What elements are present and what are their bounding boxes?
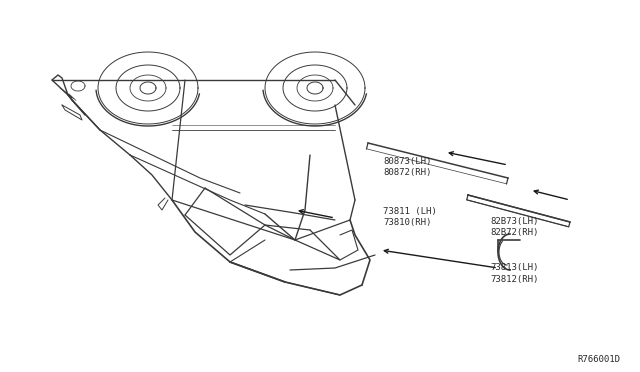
Text: 80873(LH): 80873(LH)	[383, 157, 431, 166]
Text: R766001D: R766001D	[577, 355, 620, 364]
Text: 73811 (LH): 73811 (LH)	[383, 207, 436, 216]
Text: 80872(RH): 80872(RH)	[383, 168, 431, 177]
Text: 73812(RH): 73812(RH)	[490, 275, 538, 284]
Text: 82B73(LH): 82B73(LH)	[490, 217, 538, 226]
Text: 73810(RH): 73810(RH)	[383, 218, 431, 227]
Text: 82B72(RH): 82B72(RH)	[490, 228, 538, 237]
Text: 73813(LH): 73813(LH)	[490, 263, 538, 272]
